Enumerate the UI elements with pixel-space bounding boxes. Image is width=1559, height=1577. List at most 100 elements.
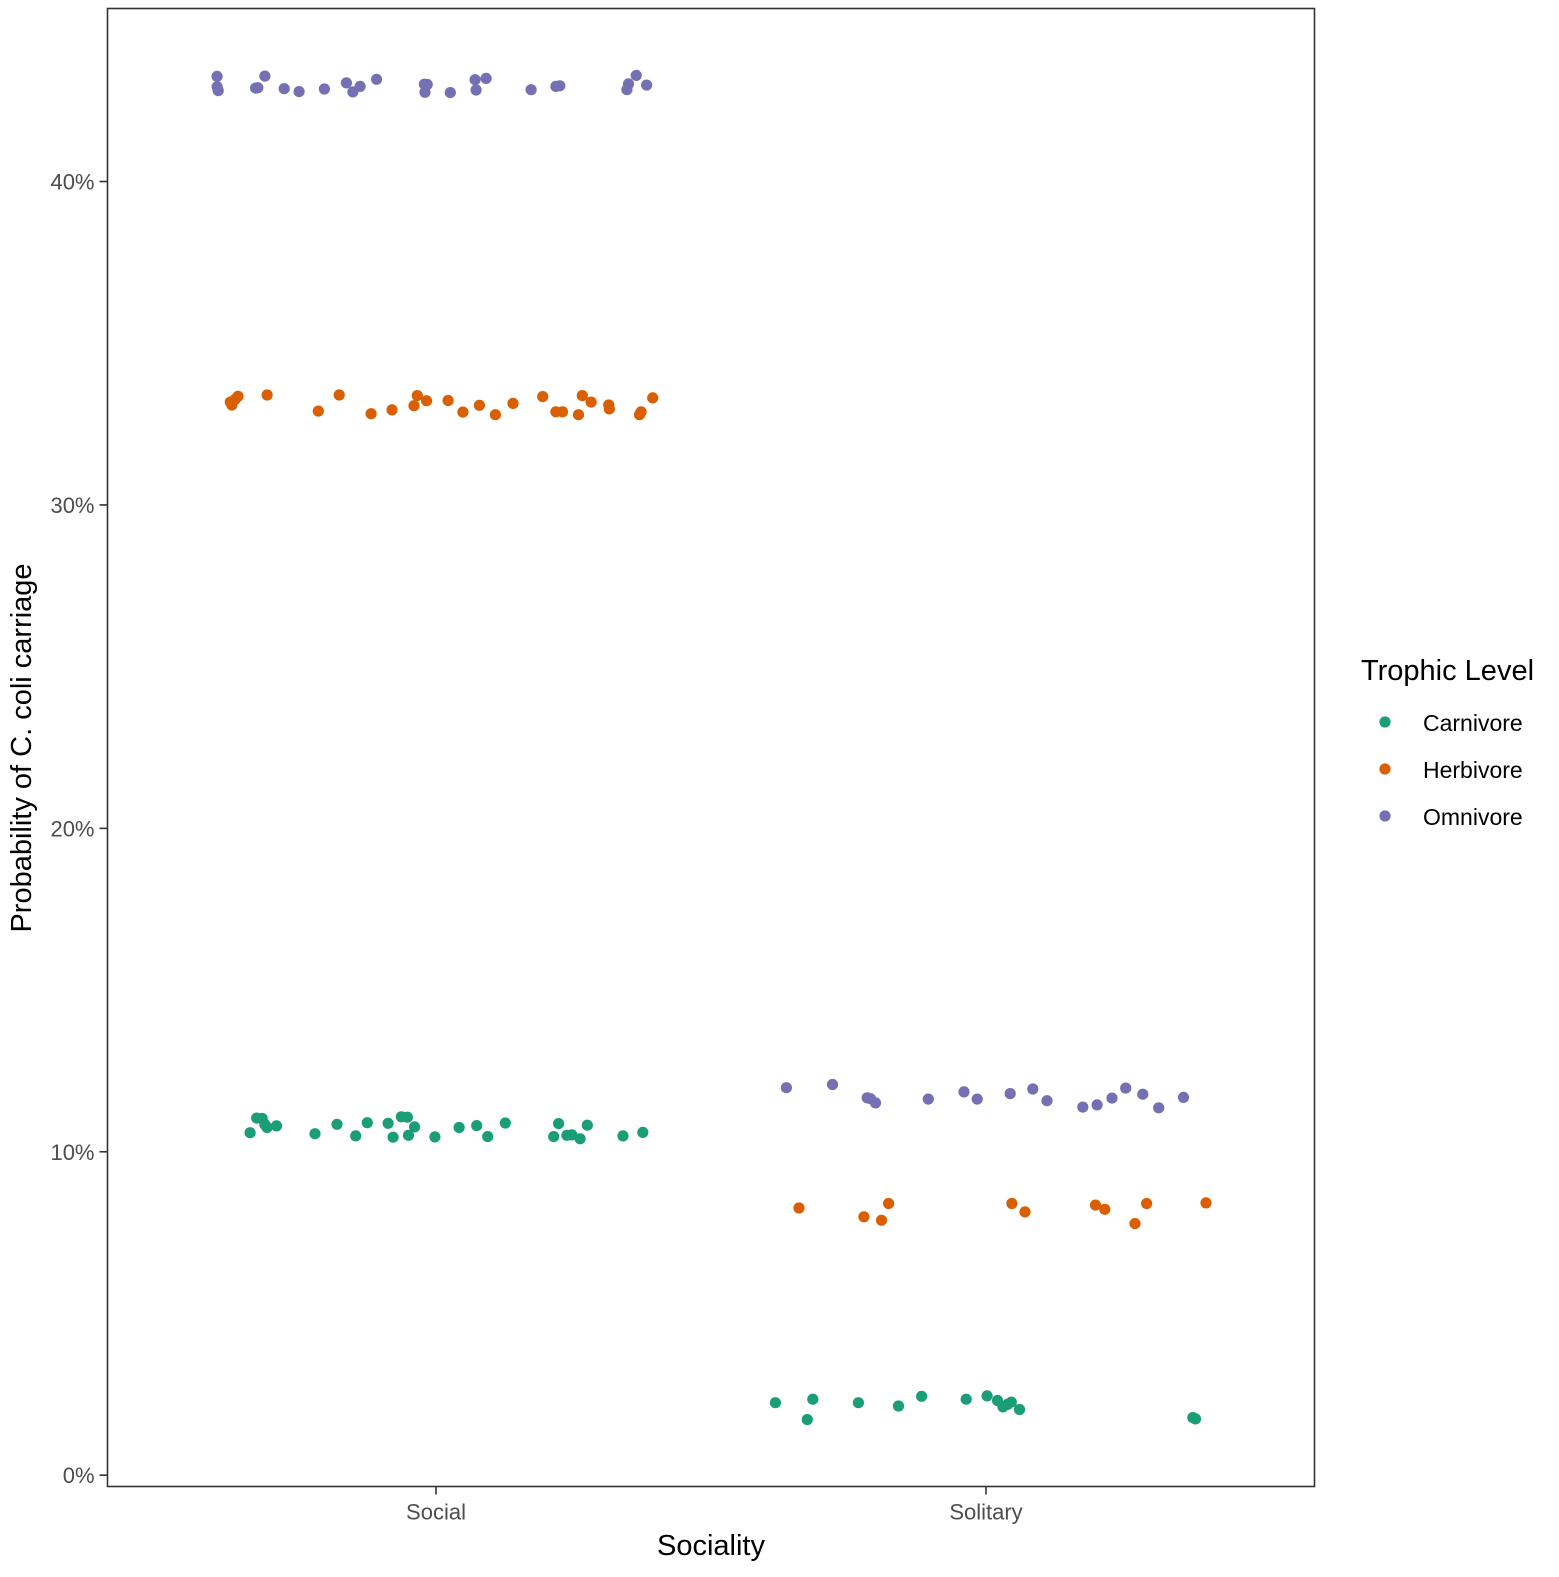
y-tick-label: 30% [50,493,94,518]
data-point-herbivore-social [333,389,345,401]
data-point-herbivore-social [408,400,420,412]
legend-label-carnivore: Carnivore [1423,710,1523,736]
data-point-carnivore-social [553,1118,565,1130]
data-point-herbivore-social [312,405,324,417]
data-point-carnivore-social [581,1119,593,1131]
legend-key-carnivore [1379,716,1391,728]
data-point-carnivore-social [637,1126,649,1138]
data-point-herbivore-social [489,409,501,421]
data-point-herbivore-solitary [1200,1197,1212,1209]
data-point-omnivore-social [641,79,653,91]
data-point-carnivore-social [261,1121,273,1134]
data-point-carnivore-solitary [892,1400,905,1412]
data-point-herbivore-social [261,389,273,401]
data-point-herbivore-social [386,404,398,416]
data-point-carnivore-social [331,1118,343,1130]
data-point-carnivore-solitary [981,1390,993,1402]
data-point-carnivore-social [548,1131,560,1143]
data-point-herbivore-social [457,406,469,418]
data-point-carnivore-solitary [807,1393,819,1405]
data-point-omnivore-solitary [1106,1092,1118,1104]
data-point-herbivore-social [365,408,377,420]
data-point-omnivore-solitary [826,1078,839,1091]
data-point-carnivore-solitary [1189,1413,1202,1425]
y-axis: 0% 10% 20% 30% 40% [50,170,108,1488]
data-point-carnivore-social [244,1127,256,1139]
data-point-herbivore-social [232,390,244,402]
data-point-herbivore-social [572,409,585,421]
data-point-omnivore-solitary [971,1093,983,1105]
data-point-omnivore-social [259,70,271,82]
data-point-carnivore-solitary [916,1390,928,1402]
legend-label-herbivore: Herbivore [1423,757,1523,783]
x-axis: Social Solitary [406,1486,1023,1525]
data-point-herbivore-solitary [1019,1206,1031,1218]
data-point-omnivore-social [252,82,264,94]
data-point-herbivore-social [537,391,549,403]
series-carnivore [244,1111,1202,1426]
data-point-omnivore-solitary [780,1082,793,1094]
data-point-omnivore-social [525,84,537,96]
data-point-carnivore-solitary [960,1393,972,1405]
x-tick-label-solitary: Solitary [949,1500,1022,1525]
y-tick-label: 40% [50,170,94,195]
data-point-herbivore-solitary [875,1214,888,1226]
legend-key-omnivore [1379,810,1391,822]
data-point-herbivore-social [473,399,485,411]
data-point-herbivore-social [507,397,519,409]
series-omnivore [211,69,1190,1114]
plot-background [107,8,1315,1487]
data-point-herbivore-solitary [1089,1199,1102,1211]
y-tick-label: 0% [63,1463,95,1488]
data-point-carnivore-social [471,1120,483,1132]
data-point-omnivore-solitary [1177,1091,1190,1103]
data-point-omnivore-social [480,72,492,84]
data-point-carnivore-social [270,1120,283,1132]
data-point-herbivore-social [556,406,569,418]
data-point-carnivore-social [482,1131,494,1143]
data-point-herbivore-social [603,403,615,415]
data-point-carnivore-social [402,1129,415,1141]
data-point-carnivore-social [387,1131,399,1143]
data-point-herbivore-social [442,394,454,407]
data-point-herbivore-solitary [883,1197,895,1210]
data-point-omnivore-social [470,84,482,96]
data-point-carnivore-social [409,1121,421,1133]
data-point-carnivore-social [453,1121,465,1134]
data-point-omnivore-solitary [1004,1088,1016,1100]
data-point-carnivore-social [499,1117,511,1129]
data-point-herbivore-solitary [1141,1197,1153,1210]
data-point-omnivore-social [371,73,383,85]
data-point-carnivore-social [382,1117,394,1129]
data-point-omnivore-solitary [1137,1088,1149,1100]
y-tick-label: 20% [50,816,94,841]
data-point-omnivore-social [211,70,223,82]
y-axis-title: Probability of C. coli carriage [6,563,38,932]
data-point-herbivore-social [585,396,597,408]
data-point-carnivore-social [617,1130,629,1142]
data-point-carnivore-social [350,1130,362,1142]
data-point-omnivore-solitary [1091,1099,1103,1111]
legend: Trophic Level Carnivore Herbivore Omnivore [1361,655,1534,830]
data-point-omnivore-social [444,87,456,99]
data-points-layer [211,69,1212,1426]
data-point-herbivore-social [647,392,659,404]
data-point-carnivore-solitary [1013,1403,1026,1416]
data-point-herbivore-solitary [1099,1203,1111,1215]
data-point-carnivore-social [401,1111,413,1123]
data-point-omnivore-social [340,77,352,89]
series-herbivore [224,389,1212,1230]
data-point-herbivore-solitary [793,1202,805,1214]
data-point-omnivore-social [354,80,366,92]
data-point-omnivore-social [293,86,305,98]
data-point-omnivore-solitary [1153,1102,1165,1114]
legend-title: Trophic Level [1361,655,1534,687]
data-point-herbivore-social [576,390,588,402]
data-point-omnivore-solitary [1077,1101,1089,1113]
y-tick-label: 10% [50,1140,94,1165]
data-point-omnivore-social [318,83,330,95]
plot-panel-border [106,7,1316,1488]
data-point-omnivore-social [278,83,290,95]
data-point-omnivore-solitary [958,1086,970,1098]
